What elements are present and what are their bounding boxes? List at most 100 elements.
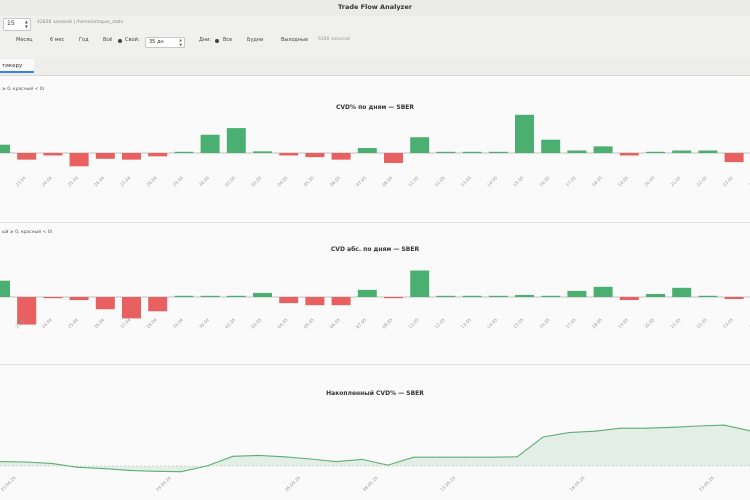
cvd-abs-x-tick-label: 19.05 bbox=[617, 317, 630, 330]
cvd-abs-x-tick-label: 15.05 bbox=[512, 317, 525, 330]
cvd-pct-bar bbox=[593, 146, 613, 153]
cvd-pct-bar bbox=[410, 137, 430, 153]
cvd-abs-bar bbox=[698, 295, 718, 297]
period-month-button[interactable]: Месяц bbox=[16, 37, 33, 43]
cvd-pct-x-tick-label: 22.05 bbox=[696, 175, 709, 188]
period-6m-button[interactable]: 6 мес bbox=[50, 37, 65, 43]
cum-point bbox=[516, 456, 518, 458]
cum-area-fill bbox=[0, 425, 750, 472]
window-title: Trade Flow Analyzer bbox=[338, 3, 412, 11]
cum-point bbox=[413, 456, 415, 458]
cvd-abs-bar-chart: 23.04 24.04 25.04 26.04 27.04 28.04 29.04 30.04… bbox=[0, 270, 750, 330]
days-arrows-icon[interactable]: ▲ ▼ bbox=[179, 38, 182, 47]
cvd-pct-x-tick-label: 21.05 bbox=[669, 175, 682, 188]
chart3-title: Накопленный CVD% — SBER bbox=[326, 390, 424, 397]
filter-weekends-option[interactable]: Выходные bbox=[281, 37, 309, 43]
chart-separator bbox=[0, 364, 750, 365]
cvd-pct-bar bbox=[95, 153, 115, 159]
cvd-abs-x-tick-label: 25.04 bbox=[67, 317, 80, 330]
spin-arrows-icon[interactable]: ▲ ▼ bbox=[24, 19, 28, 29]
chart1-title: CVD% по дням — SBER bbox=[335, 104, 415, 111]
cvd-pct-x-tick-label: 25.04 bbox=[67, 175, 80, 188]
cum-point bbox=[697, 425, 699, 427]
cvd-pct-x-tick-label: 29.04 bbox=[172, 175, 185, 188]
chart2-title: CVD абс. по дням — SBER bbox=[330, 246, 420, 253]
cvd-abs-x-tick-label: 06.05 bbox=[329, 317, 342, 330]
cvd-abs-x-tick-label: 23.05 bbox=[722, 317, 735, 330]
cvd-abs-bar bbox=[384, 297, 403, 299]
cvd-pct-bar bbox=[253, 151, 272, 153]
all-days-radio-icon[interactable] bbox=[215, 39, 219, 43]
cvd-abs-x-tick-label: 02.05 bbox=[224, 317, 237, 330]
cvd-pct-x-tick-label: 02.05 bbox=[224, 175, 237, 188]
cvd-pct-x-tick-label: 13.05 bbox=[460, 175, 473, 188]
filter-weekdays-option[interactable]: Будни bbox=[247, 37, 264, 43]
cvd-abs-bar bbox=[646, 293, 665, 297]
cum-point bbox=[594, 430, 596, 432]
cvd-abs-bar bbox=[253, 292, 272, 297]
cvd-pct-bar bbox=[384, 153, 403, 163]
cvd-abs-x-tick-label: 17.05 bbox=[565, 317, 578, 330]
cum-line bbox=[0, 424, 750, 473]
cvd-abs-x-tick-label: 24.04 bbox=[41, 317, 54, 330]
cvd-abs-bar bbox=[436, 295, 456, 297]
record-count: 6180 записей bbox=[318, 37, 351, 42]
days-spinbox-value: 35 дн bbox=[149, 39, 164, 45]
cum-point bbox=[180, 471, 182, 473]
cum-point bbox=[542, 436, 544, 438]
cvd-abs-x-tick-label: 11.05 bbox=[407, 317, 420, 330]
cvd-pct-bar bbox=[357, 148, 377, 153]
cvd-pct-x-tick-label: 30.04 bbox=[198, 175, 211, 188]
cvd-abs-bar bbox=[541, 295, 561, 297]
cum-point bbox=[568, 431, 570, 434]
cvd-abs-bar bbox=[0, 280, 10, 297]
custom-radio-icon[interactable] bbox=[118, 39, 122, 43]
cvd-abs-bar bbox=[279, 297, 299, 304]
cvd-abs-bar bbox=[43, 297, 63, 299]
cvd-pct-x-tick-label: 03.05 bbox=[250, 175, 263, 188]
period-year-button[interactable]: Год bbox=[79, 37, 89, 43]
charts-area: ≥ 0, красный < 0) CVD% по дням — SBER 23… bbox=[0, 76, 750, 500]
cvd-abs-bar bbox=[593, 286, 613, 297]
cvd-abs-bar bbox=[17, 297, 37, 325]
count-spinbox[interactable]: 15 ▲ ▼ bbox=[3, 18, 31, 31]
cum-point bbox=[76, 466, 79, 468]
cvd-abs-bar bbox=[619, 297, 639, 301]
cvd-pct-bar bbox=[672, 150, 692, 153]
cvd-pct-bar bbox=[698, 150, 718, 153]
cvd-pct-x-tick-label: 11.05 bbox=[407, 175, 420, 188]
cum-point bbox=[671, 426, 674, 428]
cum-x-tick-label: 05.05.26 bbox=[284, 475, 302, 493]
cvd-pct-bar bbox=[541, 139, 561, 153]
cum-point bbox=[723, 424, 725, 426]
custom-period-label[interactable]: Свой: bbox=[125, 37, 140, 43]
period-all-button[interactable]: Всё bbox=[103, 37, 113, 43]
cvd-pct-bar bbox=[279, 153, 299, 156]
cvd-pct-bar bbox=[488, 151, 508, 153]
cvd-pct-bar bbox=[305, 153, 325, 158]
cvd-abs-x-tick-label: 26.04 bbox=[93, 317, 106, 330]
cum-point bbox=[387, 464, 389, 466]
cvd-pct-bar bbox=[567, 150, 587, 153]
cvd-pct-x-tick-label: 12.05 bbox=[434, 175, 447, 188]
cvd-pct-x-tick-label: 14.05 bbox=[486, 175, 499, 188]
tab-ticker[interactable]: тикеру bbox=[0, 59, 34, 73]
cvd-pct-x-tick-label: 19.05 bbox=[617, 175, 630, 188]
cum-point bbox=[490, 456, 492, 458]
cum-point bbox=[51, 462, 53, 464]
cumulative-cvd-chart: 23.04.26 29.04.26 05.05.26 08.05.26 13.05.26… bbox=[0, 424, 750, 493]
cum-point bbox=[25, 461, 27, 463]
cvd-abs-bar bbox=[95, 297, 115, 310]
days-spinbox[interactable]: 35 дн ▲ ▼ bbox=[145, 37, 185, 48]
cvd-pct-x-tick-label: 28.04 bbox=[145, 175, 158, 188]
cvd-abs-bar bbox=[724, 297, 744, 300]
cvd-abs-bar bbox=[148, 297, 168, 312]
cvd-abs-bar bbox=[69, 297, 89, 301]
filter-all-option[interactable]: Все bbox=[223, 37, 233, 43]
cum-point bbox=[0, 461, 1, 463]
cum-point bbox=[232, 455, 234, 457]
cvd-abs-bar bbox=[515, 294, 534, 297]
cum-x-tick-label: 29.04.26 bbox=[155, 475, 173, 493]
cum-point bbox=[335, 461, 337, 463]
cvd-pct-bar bbox=[226, 128, 246, 153]
